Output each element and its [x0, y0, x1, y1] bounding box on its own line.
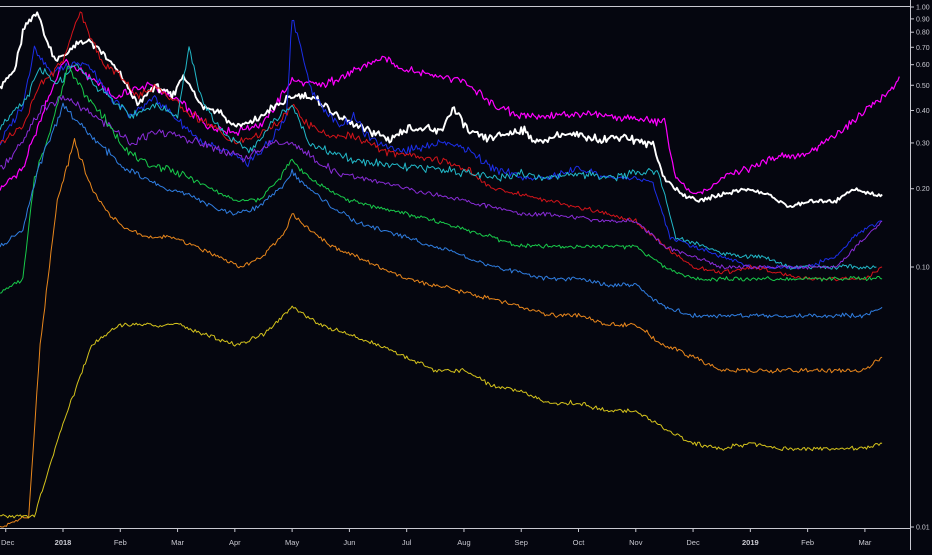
y-tick-label: 0.20: [916, 186, 930, 193]
series-line-4: [0, 11, 883, 282]
y-tick-label: 0.10: [916, 265, 930, 272]
y-tick-label: 0.01: [916, 525, 930, 532]
x-tick-label: Aug: [457, 538, 470, 547]
series-line-9: [0, 138, 883, 528]
series-line-8: [0, 102, 883, 319]
y-tick-label: 0.80: [916, 30, 930, 37]
x-tick-label: Jul: [402, 538, 412, 547]
x-tick-label: 2018: [55, 538, 72, 547]
x-axis: Dec 2018 Feb Mar Apr May Jun Jul Aug Sep Oct Nov Dec…: [1, 528, 872, 547]
y-tick-label: 0.50: [916, 83, 930, 90]
y-axis: 1.00 0.90 0.80 0.70 0.60 0.50 0.40 0.30 0.20 0.10…: [910, 5, 930, 532]
x-tick-label: Apr: [229, 538, 241, 547]
x-tick-label: Jun: [343, 538, 355, 547]
x-tick-label: 2019: [742, 538, 759, 547]
x-tick-label: Oct: [573, 538, 586, 547]
x-tick-label: Mar: [858, 538, 871, 547]
x-tick-label: Mar: [171, 538, 184, 547]
x-tick-label: May: [285, 538, 299, 547]
series-line-10: [0, 305, 883, 519]
x-tick-label: Nov: [629, 538, 643, 547]
series-line-5: [0, 46, 877, 270]
y-tick-label: 1.00: [916, 5, 930, 12]
x-tick-label: Dec: [1, 538, 15, 547]
x-tick-label: Feb: [114, 538, 127, 547]
series-line-6: [0, 95, 883, 270]
series-line-2: [0, 11, 883, 209]
y-tick-label: 0.60: [916, 62, 930, 69]
series-line-1: [0, 55, 900, 195]
y-tick-label: 0.90: [916, 16, 930, 23]
x-tick-label: Dec: [686, 538, 700, 547]
y-tick-label: 0.40: [916, 108, 930, 115]
y-tick-label: 0.70: [916, 45, 930, 52]
x-tick-label: Feb: [801, 538, 814, 547]
y-tick-label: 0.30: [916, 140, 930, 147]
series-line-7: [0, 65, 883, 294]
x-tick-label: Sep: [515, 538, 528, 547]
series-layer: [0, 11, 900, 528]
series-line-3: [0, 19, 883, 270]
